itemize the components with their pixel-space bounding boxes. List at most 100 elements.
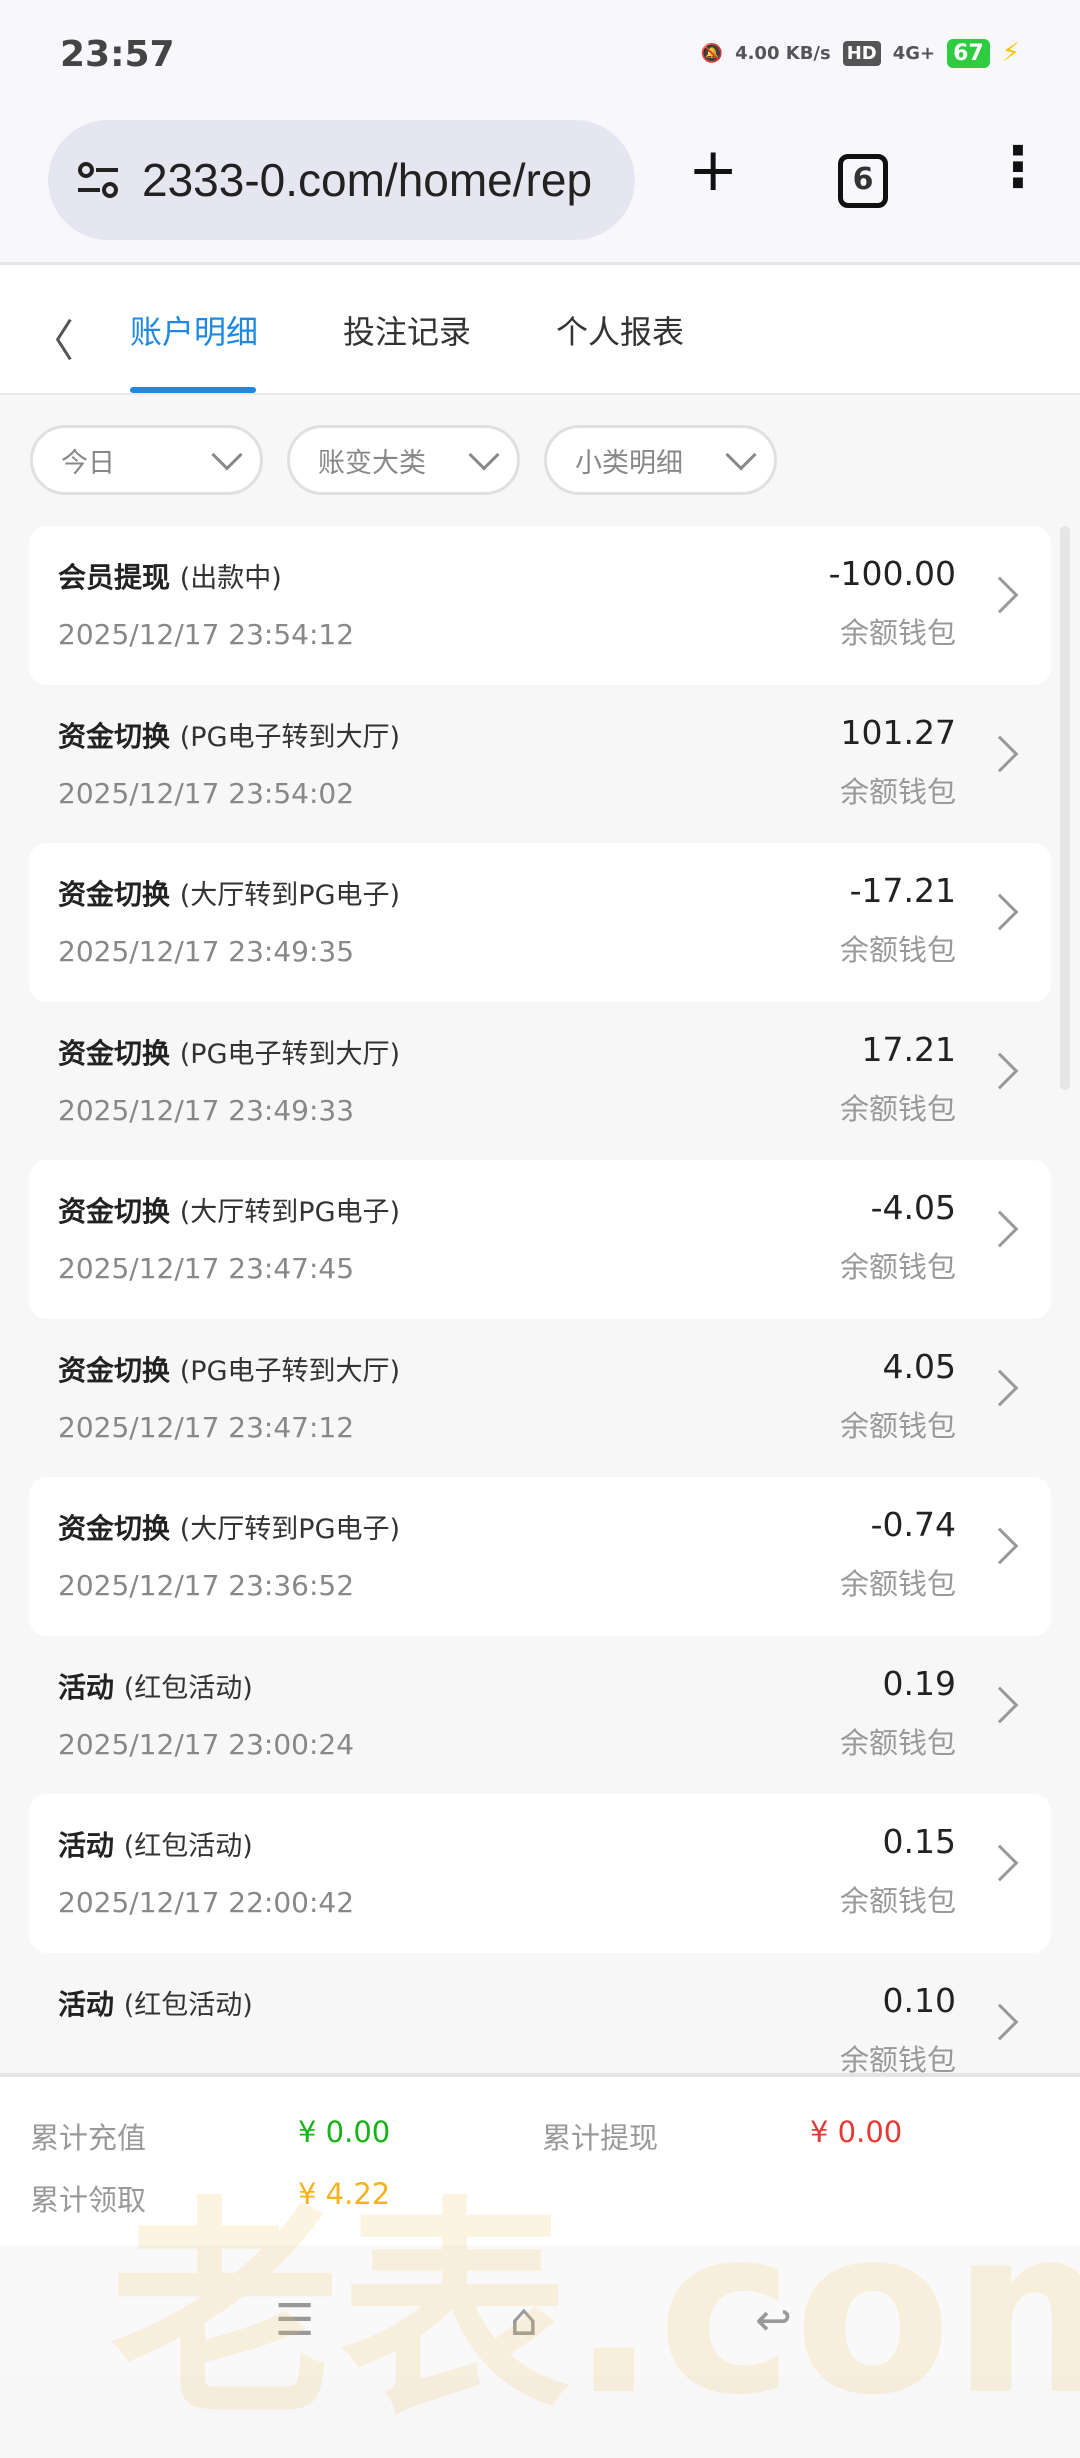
filter-date[interactable]: 今日	[30, 425, 263, 495]
record-amount: -100.00	[828, 554, 956, 593]
signal-icon: 4G+	[892, 42, 936, 64]
record-wallet: 余额钱包	[839, 1725, 956, 1760]
mute-bell-icon: 🔕	[700, 42, 724, 64]
record-date: 2025/12/17 23:36:52	[58, 1569, 355, 1602]
record-row[interactable]: 资金切换 (PG电子转到大厅) 2025/12/17 23:54:02 101.…	[29, 685, 1051, 844]
url-bar[interactable]: 2333-0.com/home/rep	[48, 120, 635, 240]
recent-apps-icon[interactable]: ☰	[275, 2295, 315, 2346]
more-menu-icon[interactable]: ⋮	[990, 135, 1046, 200]
back-chevron-icon[interactable]: 〈	[30, 316, 74, 367]
record-row[interactable]: 会员提现 (出款中) 2025/12/17 23:54:12 -100.00 余…	[29, 526, 1051, 685]
record-subtype: (红包活动)	[123, 1989, 253, 2021]
chevron-right-icon	[981, 893, 1019, 931]
record-title: 资金切换 (PG电子转到大厅)	[58, 1349, 400, 1389]
record-row[interactable]: 资金切换 (PG电子转到大厅) 2025/12/17 23:47:12 4.05…	[29, 1319, 1051, 1478]
record-date: 2025/12/17 23:47:12	[58, 1410, 355, 1444]
record-wallet: 余额钱包	[839, 2042, 956, 2077]
record-amount: 4.05	[882, 1346, 956, 1386]
tab-switcher-button[interactable]: 6	[838, 154, 888, 208]
record-title: 会员提现 (出款中)	[58, 556, 282, 596]
chevron-right-icon	[981, 735, 1019, 772]
withdraw-value: ¥ 0.00	[810, 2115, 903, 2149]
record-amount: -0.74	[870, 1505, 956, 1544]
record-wallet: 余额钱包	[839, 616, 956, 650]
filter-bar: 今日 账变大类 小类明细	[30, 425, 777, 495]
chevron-right-icon	[981, 2003, 1019, 2040]
record-row[interactable]: 活动 (红包活动) 0.10 余额钱包	[29, 1953, 1051, 2112]
record-type: 活动	[58, 1987, 115, 2021]
url-text: 2333-0.com/home/rep	[142, 154, 593, 206]
record-date: 2025/12/17 23:47:45	[58, 1252, 355, 1285]
record-title: 资金切换 (PG电子转到大厅)	[58, 1032, 400, 1072]
chevron-down-icon	[211, 439, 243, 471]
chevron-right-icon	[981, 1686, 1019, 1723]
chevron-right-icon	[981, 576, 1019, 614]
record-subtype: (PG电子转到大厅)	[179, 1038, 401, 1070]
record-wallet: 余额钱包	[839, 1408, 956, 1443]
record-type: 资金切换	[58, 1195, 171, 1228]
summary-footer: 累计充值 ¥ 0.00 累计提现 ¥ 0.00 累计领取 ¥ 4.22	[0, 2073, 1080, 2246]
record-type: 资金切换	[58, 1512, 171, 1545]
record-title: 资金切换 (大厅转到PG电子)	[58, 873, 400, 913]
record-wallet: 余额钱包	[839, 1250, 956, 1284]
back-icon[interactable]: ↩	[755, 2295, 792, 2346]
record-subtype: (出款中)	[179, 563, 282, 594]
filter-subcategory[interactable]: 小类明细	[544, 425, 777, 495]
record-wallet: 余额钱包	[839, 1567, 956, 1601]
claim-label: 累计领取	[30, 2183, 147, 2217]
record-title: 活动 (红包活动)	[58, 1824, 253, 1864]
record-date: 2025/12/17 23:49:33	[58, 1093, 355, 1127]
record-row[interactable]: 资金切换 (大厅转到PG电子) 2025/12/17 23:47:45 -4.0…	[29, 1160, 1051, 1319]
record-type: 资金切换	[58, 878, 171, 911]
record-type: 资金切换	[58, 1353, 171, 1387]
record-row[interactable]: 活动 (红包活动) 2025/12/17 22:00:42 0.15 余额钱包	[29, 1794, 1051, 1953]
record-amount: -4.05	[870, 1188, 956, 1227]
chevron-right-icon	[981, 1844, 1019, 1882]
record-date: 2025/12/17 22:00:42	[58, 1886, 355, 1919]
recharge-label: 累计充值	[30, 2121, 147, 2155]
recharge-value: ¥ 0.00	[298, 2115, 391, 2149]
record-subtype: (大厅转到PG电子)	[179, 880, 401, 911]
record-row[interactable]: 资金切换 (PG电子转到大厅) 2025/12/17 23:49:33 17.2…	[29, 1002, 1051, 1161]
record-row[interactable]: 活动 (红包活动) 2025/12/17 23:00:24 0.19 余额钱包	[29, 1636, 1051, 1795]
record-subtype: (PG电子转到大厅)	[179, 721, 401, 753]
home-icon[interactable]: ⌂	[510, 2295, 538, 2346]
record-title: 资金切换 (大厅转到PG电子)	[58, 1507, 400, 1547]
record-amount: 17.21	[861, 1029, 956, 1069]
record-amount: 101.27	[840, 712, 956, 752]
chevron-down-icon	[725, 439, 757, 471]
record-subtype: (红包活动)	[123, 1672, 253, 1704]
site-settings-icon[interactable]	[76, 160, 120, 200]
record-amount: 0.10	[882, 1980, 956, 2020]
hd-icon: HD	[842, 40, 881, 66]
record-subtype: (PG电子转到大厅)	[179, 1355, 401, 1387]
record-row[interactable]: 资金切换 (大厅转到PG电子) 2025/12/17 23:36:52 -0.7…	[29, 1477, 1051, 1636]
filter-category[interactable]: 账变大类	[287, 425, 520, 495]
charging-icon: ⚡	[1001, 38, 1020, 68]
chevron-down-icon	[468, 439, 500, 471]
new-tab-plus-icon[interactable]: +	[688, 135, 739, 205]
record-amount: 0.19	[882, 1663, 956, 1703]
record-title: 资金切换 (PG电子转到大厅)	[58, 715, 400, 755]
record-title: 活动 (红包活动)	[58, 1983, 253, 2023]
record-wallet: 余额钱包	[839, 1884, 956, 1918]
filter-label: 小类明细	[575, 447, 683, 479]
tab-personal-report[interactable]: 个人报表	[556, 313, 685, 351]
filter-label: 账变大类	[318, 447, 426, 479]
tab-account-details[interactable]: 账户明细	[130, 313, 259, 351]
scrollbar[interactable]	[1060, 526, 1070, 1090]
record-type: 活动	[58, 1829, 115, 1862]
record-row[interactable]: 资金切换 (大厅转到PG电子) 2025/12/17 23:49:35 -17.…	[29, 843, 1051, 1002]
chevron-right-icon	[981, 1527, 1019, 1565]
record-type: 资金切换	[58, 1036, 171, 1070]
record-type: 活动	[58, 1670, 115, 1704]
browser-toolbar: 2333-0.com/home/rep + 6 ⋮	[0, 110, 1080, 265]
battery-icon: 67	[947, 38, 990, 68]
record-subtype: (红包活动)	[123, 1831, 253, 1862]
tab-bet-records[interactable]: 投注记录	[343, 313, 472, 351]
record-date: 2025/12/17 23:00:24	[58, 1727, 355, 1761]
active-tab-indicator	[130, 387, 256, 393]
record-subtype: (大厅转到PG电子)	[179, 1197, 401, 1228]
record-title: 资金切换 (大厅转到PG电子)	[58, 1190, 400, 1230]
record-date: 2025/12/17 23:49:35	[58, 935, 355, 968]
